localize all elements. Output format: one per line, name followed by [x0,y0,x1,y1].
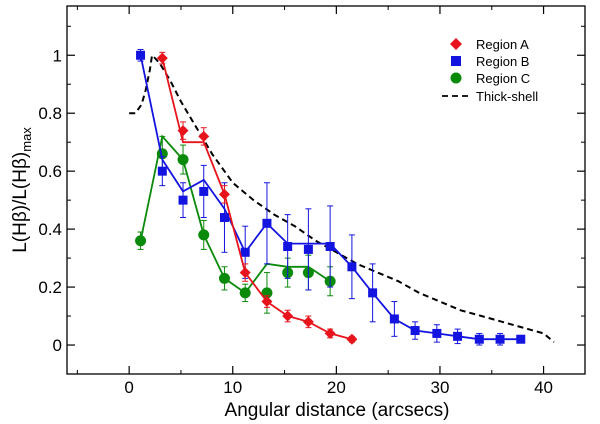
legend-label-region-a: Region A [476,37,529,52]
x-tick-label: 30 [430,378,449,397]
y-tick-label: 0 [53,336,62,355]
legend-marker-region-a [450,38,462,50]
series-line-region-b [139,55,521,341]
data-point [135,235,147,247]
data-point [346,333,358,345]
series-region-a [156,51,358,345]
data-point [156,52,168,64]
y-axis-title-main: L(Hβ)/L(Hβ) [10,152,31,253]
data-point [516,334,526,344]
data-point [453,331,463,341]
y-tick-label: 0.8 [38,104,62,123]
data-point [347,262,357,272]
data-point [198,229,210,241]
data-point [368,288,378,298]
legend-label-region-c: Region C [476,71,530,86]
legend-label-region-b: Region B [476,54,529,69]
x-tick-label: 0 [124,378,133,397]
data-point [157,166,167,176]
data-point [474,334,484,344]
series-line-region-a [161,57,353,341]
data-point [324,327,336,339]
y-tick-label: 0.6 [38,162,62,181]
data-point [177,154,189,166]
x-tick-label: 40 [534,378,553,397]
series-region-b [136,48,526,346]
series-layer [129,48,555,346]
y-tick-label: 1 [53,46,62,65]
x-axis-title: Angular distance (arcsecs) [225,400,450,421]
series-line-thick-shell [129,53,555,343]
axis-ticks: 0 10 20 30 40 0 0.2 0.4 0.6 0.8 1 [38,6,585,397]
data-point [325,242,335,252]
data-point [178,195,188,205]
data-point [198,130,210,142]
y-tick-label: 0.4 [38,220,62,239]
legend-marker-region-c [450,72,462,84]
x-tick-label: 20 [327,378,346,397]
x-tick-label: 10 [223,378,242,397]
data-point [239,287,251,299]
data-point [495,334,505,344]
data-point [432,328,442,338]
data-point [240,247,250,257]
data-point [218,188,230,200]
data-point [282,310,294,322]
data-point [199,186,209,196]
legend-marker-region-b [451,56,461,66]
data-point [283,242,293,252]
plot-frame [66,5,586,375]
legend: Region A Region B Region C Thick-shell [442,37,538,104]
y-tick-label: 0.2 [38,278,62,297]
legend-label-thick-shell: Thick-shell [476,89,538,104]
data-point [177,125,189,137]
data-point [410,326,420,336]
data-point [262,218,272,228]
y-axis-title-sub: max [19,127,34,152]
y-axis-title: L(Hβ)/L(Hβ)max [10,127,34,253]
data-point [302,316,314,328]
data-point [303,244,313,254]
series-line-region-c [139,134,331,295]
data-point [136,50,146,60]
data-point [219,213,229,223]
data-point [389,314,399,324]
data-point [261,296,273,308]
data-point [218,272,230,284]
data-point [239,267,251,279]
